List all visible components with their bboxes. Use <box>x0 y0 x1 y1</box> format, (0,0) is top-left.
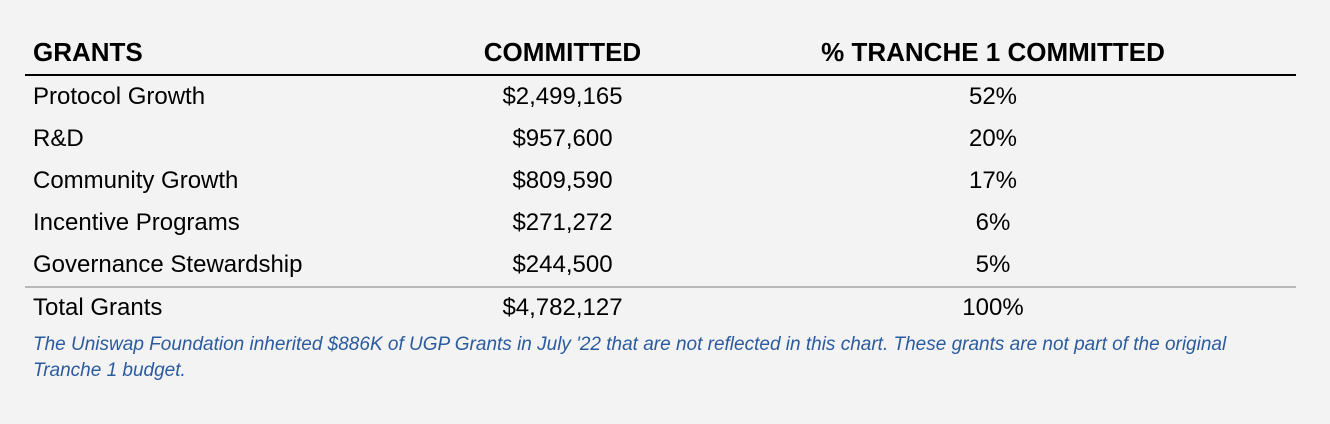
grant-pct: 20% <box>968 125 1018 152</box>
header-grants: GRANTS <box>25 30 435 76</box>
grant-committed: $2,499,165 <box>502 83 623 110</box>
grant-pct: 5% <box>975 251 1011 278</box>
grant-name: Protocol Growth <box>33 83 206 110</box>
grant-committed: $271,272 <box>512 209 613 236</box>
table-row: Protocol Growth $2,499,165 52% <box>25 75 1296 118</box>
footnote: The Uniswap Foundation inherited $886K o… <box>33 334 1227 381</box>
grant-name: Governance Stewardship <box>33 251 303 278</box>
table-row: R&D $957,600 20% <box>25 118 1296 160</box>
header-tranche-pct: % TRANCHE 1 COMMITTED <box>690 30 1296 76</box>
grant-pct: 17% <box>968 167 1018 194</box>
header-committed: COMMITTED <box>435 30 690 76</box>
grant-committed: $957,600 <box>512 125 613 152</box>
grants-table: GRANTS COMMITTED % TRANCHE 1 COMMITTED P… <box>25 30 1296 328</box>
total-label: Total Grants <box>25 286 435 328</box>
grant-committed: $809,590 <box>512 167 613 194</box>
table-row: Governance Stewardship $244,500 5% <box>25 244 1296 287</box>
table-row: Incentive Programs $271,272 6% <box>25 202 1296 244</box>
total-committed: $4,782,127 <box>435 286 690 328</box>
grant-name: Incentive Programs <box>33 209 240 236</box>
grant-committed: $244,500 <box>512 251 613 278</box>
total-row: Total Grants $4,782,127 100% <box>25 286 1296 328</box>
grant-name: Community Growth <box>33 167 239 194</box>
grant-name: R&D <box>33 125 84 152</box>
grant-pct: 52% <box>968 83 1018 110</box>
grant-pct: 6% <box>975 209 1011 236</box>
table-row: Community Growth $809,590 17% <box>25 160 1296 202</box>
total-pct: 100% <box>690 286 1296 328</box>
table-header-row: GRANTS COMMITTED % TRANCHE 1 COMMITTED <box>25 30 1296 76</box>
